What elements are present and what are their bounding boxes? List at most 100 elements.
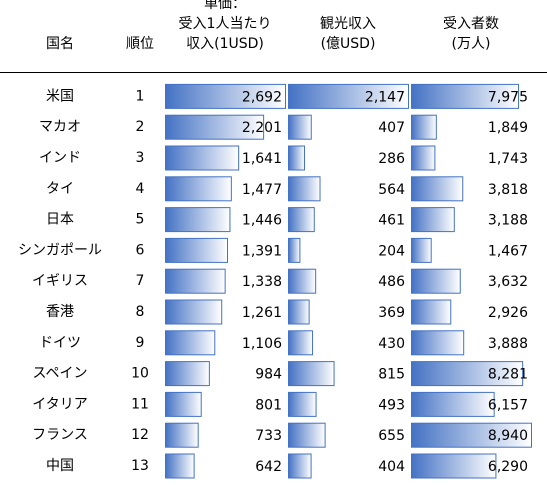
data-bar: [165, 114, 265, 140]
country: タイ: [46, 181, 74, 197]
data-bar: [165, 237, 229, 263]
data-bar: [165, 145, 240, 171]
data-bar: [411, 361, 524, 387]
data-bar: [165, 330, 216, 356]
rank: 11: [131, 396, 149, 412]
data-bar: [288, 114, 312, 140]
country: イギリス: [32, 273, 88, 289]
rank: 7: [136, 273, 145, 289]
country: イタリア: [32, 396, 87, 412]
data-bar: [411, 83, 520, 109]
rank: 1: [136, 88, 145, 104]
cell-value: 369: [378, 305, 405, 321]
cell-value: 3,818: [488, 182, 528, 198]
rank: 3: [136, 150, 145, 166]
cell-value: 1,743: [488, 151, 528, 167]
data-bar: [165, 207, 231, 233]
country: フランス: [32, 427, 88, 443]
cell-value: 655: [378, 428, 405, 444]
country: スペイン: [32, 366, 87, 382]
data-bar: [411, 207, 455, 233]
data-bar: [288, 361, 335, 387]
header-text: 順位: [126, 36, 154, 52]
cell-value: 1,446: [242, 213, 282, 229]
cell-value: 430: [378, 336, 405, 352]
data-bar: [288, 176, 321, 202]
data-bar: [411, 237, 432, 263]
cell-value: 493: [378, 397, 405, 413]
data-bar: [165, 299, 223, 325]
data-bar: [411, 268, 461, 294]
data-bar: [411, 145, 436, 171]
rank: 4: [136, 181, 145, 197]
rank: 9: [136, 335, 145, 351]
country: 米国: [46, 88, 74, 104]
data-bar: [288, 391, 317, 417]
cell-value: 7,975: [488, 89, 528, 105]
data-bar: [411, 114, 437, 140]
cell-value: 1,338: [242, 274, 282, 290]
rank: 8: [136, 304, 145, 320]
data-bar: [288, 422, 326, 448]
rank: 12: [131, 427, 149, 443]
rank: 10: [131, 366, 149, 382]
cell-value: 801: [255, 397, 282, 413]
cell-value: 2,692: [242, 89, 282, 105]
header-text: 受入1人当たり: [179, 16, 272, 32]
country: 日本: [46, 212, 74, 228]
rank: 5: [136, 212, 145, 228]
data-bar: [288, 145, 305, 171]
data-bar: [165, 361, 210, 387]
cell-value: 1,467: [488, 243, 528, 259]
cell-value: 1,106: [242, 336, 282, 352]
header-text: 観光収入: [320, 15, 376, 32]
cell-value: 1,391: [242, 243, 282, 259]
country: ドイツ: [39, 335, 81, 351]
cell-value: 6,290: [488, 459, 528, 475]
data-bar: [165, 83, 286, 109]
cell-value: 204: [378, 243, 405, 259]
data-bar: [411, 453, 497, 479]
header-text: 単価：: [204, 0, 246, 12]
cell-value: 2,147: [365, 89, 405, 105]
data-bar: [288, 453, 312, 479]
header-text: 受入者数: [443, 16, 499, 32]
data-bar: [411, 391, 495, 417]
cell-value: 1,641: [242, 151, 282, 167]
data-bar: [165, 422, 199, 448]
cell-value: 407: [378, 120, 405, 136]
cell-value: 486: [378, 274, 405, 290]
data-bar: [411, 422, 532, 448]
cell-value: 3,888: [488, 336, 528, 352]
cell-value: 461: [378, 213, 405, 229]
cell-value: 642: [255, 459, 282, 475]
cell-value: 984: [255, 367, 282, 383]
cell-value: 2,201: [242, 120, 282, 136]
data-bar: [411, 299, 452, 325]
cell-value: 6,157: [488, 397, 528, 413]
cell-value: 1,261: [242, 305, 282, 321]
data-bar: [165, 453, 195, 479]
data-bar: [411, 330, 465, 356]
rank: 13: [131, 458, 149, 474]
cell-value: 733: [255, 428, 282, 444]
data-bar: [288, 207, 315, 233]
data-bar: [288, 83, 409, 109]
country: シンガポール: [18, 242, 102, 258]
data-bar: [165, 176, 232, 202]
data-bar: [288, 237, 301, 263]
cell-value: 3,632: [488, 274, 528, 290]
cell-value: 564: [378, 182, 405, 198]
header-text: 収入(1USD): [186, 36, 264, 52]
data-bar: [165, 391, 202, 417]
data-bar: [288, 268, 317, 294]
data-bar: [288, 299, 310, 325]
data-bar: [288, 330, 314, 356]
cell-value: 2,926: [488, 305, 528, 321]
cell-value: 1,477: [242, 182, 282, 198]
rank: 6: [136, 242, 145, 258]
country: 中国: [46, 458, 74, 474]
cell-value: 3,188: [488, 213, 528, 229]
cell-value: 8,281: [488, 367, 528, 383]
